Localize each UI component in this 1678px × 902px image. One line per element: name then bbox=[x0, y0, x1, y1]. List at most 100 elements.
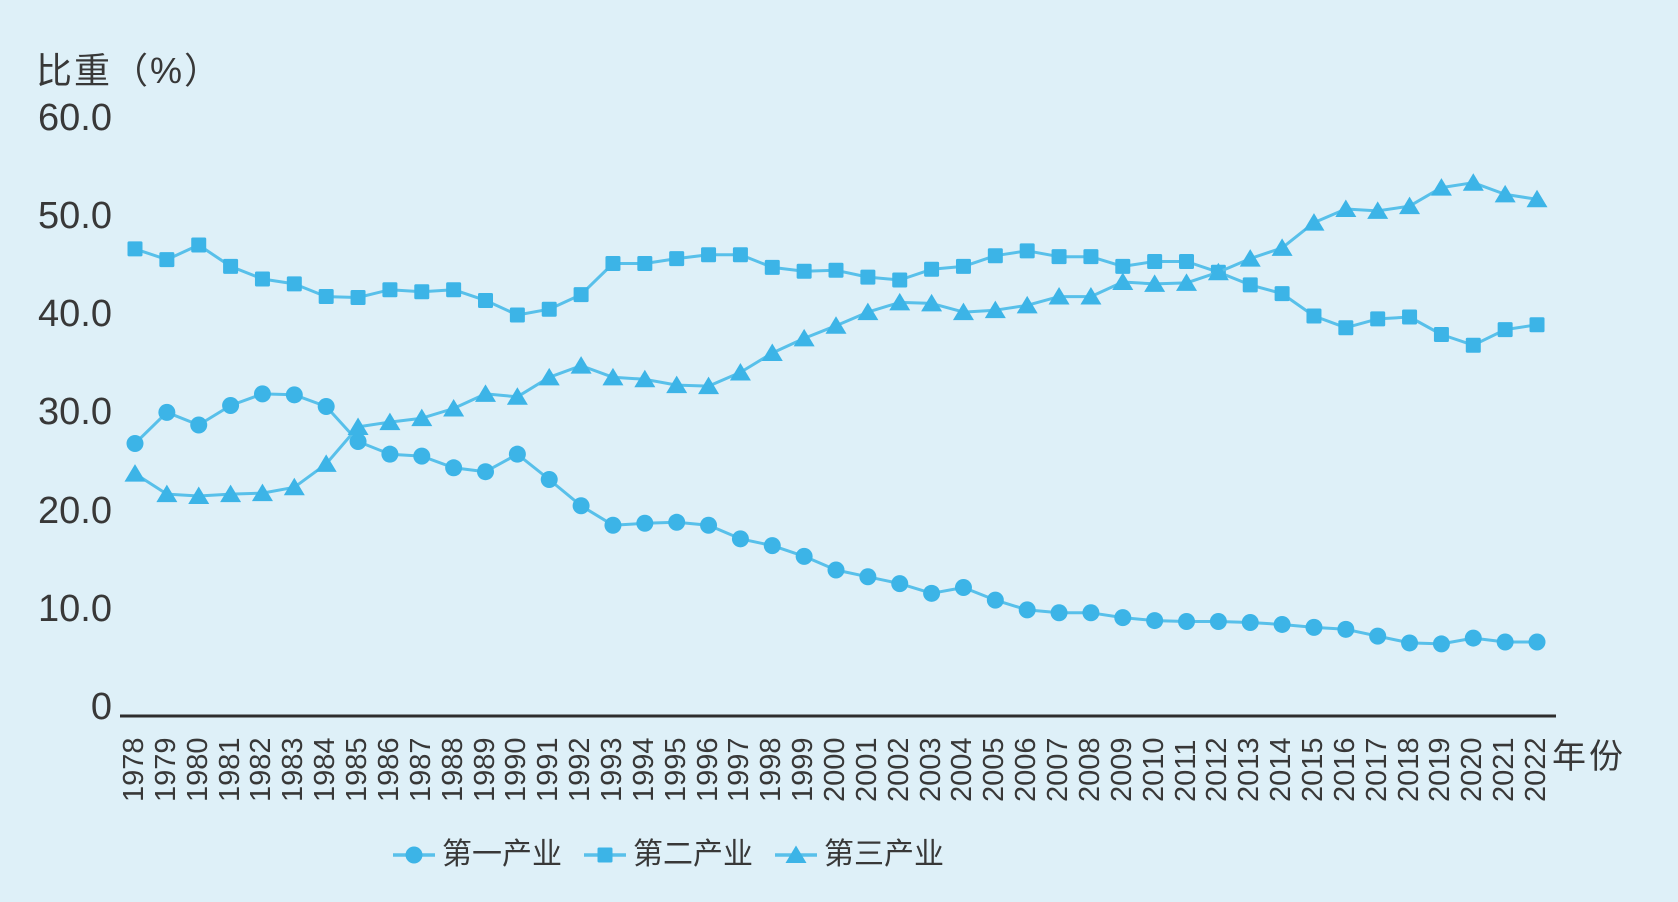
triangle-marker bbox=[443, 398, 465, 417]
triangle-marker bbox=[1207, 262, 1229, 281]
x-tick-label: 2008 bbox=[1073, 737, 1106, 802]
x-tick-label: 1989 bbox=[468, 737, 501, 802]
circle-marker bbox=[1209, 613, 1227, 631]
legend-label: 第二产业 bbox=[633, 838, 753, 871]
legend-square-icon bbox=[584, 847, 626, 863]
triangle-marker bbox=[889, 292, 911, 311]
triangle-marker bbox=[570, 356, 592, 374]
legend-label: 第一产业 bbox=[442, 838, 562, 871]
x-tick-label: 2002 bbox=[882, 737, 915, 802]
square-marker bbox=[1115, 258, 1131, 274]
y-tick-label: 60.0 bbox=[38, 96, 112, 139]
circle-marker bbox=[1305, 618, 1323, 636]
square-marker bbox=[701, 247, 717, 263]
circle-marker bbox=[349, 433, 367, 451]
series-line-2 bbox=[134, 181, 1538, 498]
square-marker bbox=[254, 271, 270, 287]
square-marker bbox=[892, 272, 908, 288]
legend-triangle-icon bbox=[775, 845, 817, 863]
x-tick-label: 2011 bbox=[1169, 739, 1202, 802]
x-tick-label: 2015 bbox=[1296, 737, 1329, 802]
circle-marker bbox=[954, 578, 972, 596]
circle-marker bbox=[700, 516, 718, 534]
x-tick-label: 1997 bbox=[723, 737, 756, 802]
triangle-marker bbox=[220, 484, 242, 503]
circle-marker bbox=[986, 591, 1004, 609]
triangle-marker bbox=[538, 367, 560, 386]
x-tick-label: 1991 bbox=[532, 737, 565, 802]
circle-marker bbox=[636, 514, 654, 532]
triangle-marker bbox=[793, 328, 815, 347]
triangle-marker bbox=[1367, 201, 1389, 219]
triangle-marker bbox=[785, 845, 807, 863]
triangle-marker bbox=[1462, 173, 1484, 191]
x-tick-label: 2000 bbox=[819, 737, 851, 802]
x-tick-label: 1980 bbox=[181, 737, 214, 802]
circle-marker bbox=[572, 497, 590, 515]
circle-marker bbox=[317, 398, 335, 416]
triangle-marker bbox=[921, 293, 943, 312]
triangle-marker bbox=[1080, 287, 1102, 305]
square-marker bbox=[446, 282, 462, 298]
circle-marker bbox=[859, 568, 877, 586]
y-tick-label: 10.0 bbox=[38, 587, 112, 630]
square-marker bbox=[924, 261, 940, 277]
square-marker bbox=[1083, 249, 1099, 265]
triangle-marker bbox=[729, 362, 751, 381]
circle-marker bbox=[891, 575, 909, 593]
square-marker bbox=[414, 284, 430, 300]
circle-marker bbox=[1401, 634, 1419, 652]
circle-marker bbox=[668, 513, 686, 531]
series-line-0 bbox=[133, 392, 1537, 646]
square-marker bbox=[1179, 254, 1195, 270]
x-tick-label: 1985 bbox=[341, 737, 374, 802]
circle-marker bbox=[1369, 627, 1387, 645]
x-tick-label: 1986 bbox=[372, 737, 405, 802]
x-tick-label: 2012 bbox=[1201, 737, 1234, 802]
y-tick-label: 30.0 bbox=[38, 391, 112, 434]
square-marker bbox=[223, 258, 239, 274]
triangle-marker bbox=[1112, 272, 1134, 290]
triangle-marker bbox=[666, 375, 688, 394]
square-marker bbox=[1019, 243, 1035, 259]
legend-item: 第一产业 bbox=[393, 840, 562, 870]
square-marker bbox=[1051, 249, 1067, 265]
triangle-marker bbox=[347, 417, 369, 435]
triangle-marker bbox=[315, 454, 337, 472]
x-tick-label: 2021 bbox=[1488, 737, 1521, 802]
circle-marker bbox=[405, 846, 423, 864]
square-marker bbox=[1529, 317, 1545, 333]
x-tick-label: 2003 bbox=[914, 737, 947, 802]
circle-marker bbox=[604, 516, 622, 534]
circle-marker bbox=[285, 386, 303, 404]
triangle-marker bbox=[1494, 184, 1516, 203]
circle-marker bbox=[253, 385, 271, 403]
square-marker bbox=[573, 287, 589, 303]
y-tick-label: 50.0 bbox=[38, 195, 112, 238]
triangle-marker bbox=[475, 384, 497, 402]
circle-marker bbox=[795, 547, 813, 565]
square-marker bbox=[796, 263, 812, 279]
triangle-marker bbox=[1176, 273, 1198, 291]
circle-marker bbox=[190, 416, 208, 434]
x-tick-label: 2013 bbox=[1233, 737, 1266, 802]
circle-marker bbox=[540, 470, 558, 488]
x-tick-label: 1996 bbox=[691, 737, 724, 802]
x-tick-label: 2017 bbox=[1360, 737, 1393, 802]
circle-marker bbox=[222, 397, 240, 415]
square-marker bbox=[318, 289, 334, 305]
circle-marker bbox=[1432, 635, 1450, 653]
triangle-marker bbox=[1430, 178, 1452, 196]
triangle-marker bbox=[1016, 295, 1038, 314]
x-tick-label: 1978 bbox=[118, 737, 150, 802]
triangle-marker bbox=[188, 486, 210, 505]
square-marker bbox=[987, 248, 1003, 264]
square-marker bbox=[1433, 327, 1449, 343]
x-tick-label: 1982 bbox=[245, 737, 278, 802]
square-marker bbox=[955, 258, 971, 274]
square-marker bbox=[478, 292, 494, 308]
circle-marker bbox=[1528, 633, 1546, 651]
circle-marker bbox=[158, 403, 176, 421]
